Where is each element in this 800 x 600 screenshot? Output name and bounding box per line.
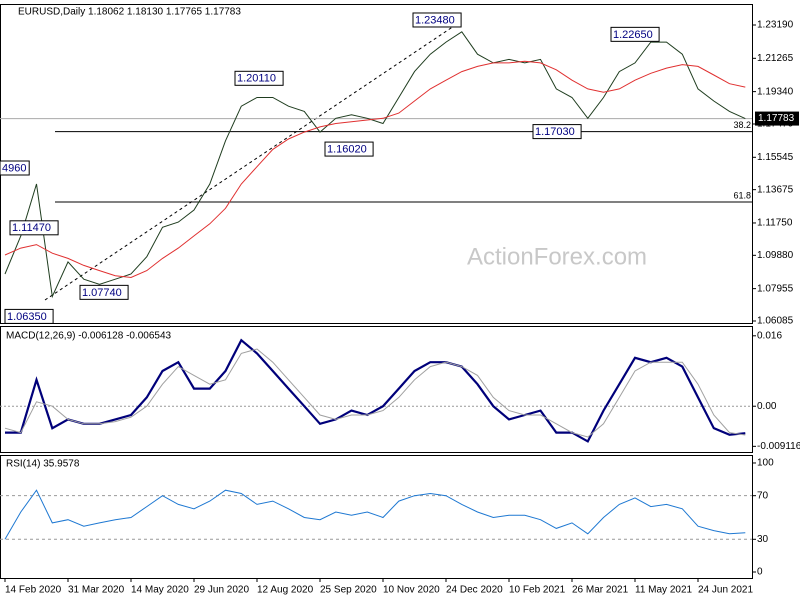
y-tick-label: -0.009116 — [757, 441, 800, 452]
chart-title: EURUSD,Daily 1.18062 1.18130 1.17765 1.1… — [18, 7, 241, 18]
x-tick-label: 14 Feb 2020 — [5, 585, 62, 596]
annotation-label: 1.17030 — [535, 126, 575, 138]
x-tick-label: 24 Jun 2021 — [698, 585, 753, 596]
series-line — [4, 31, 746, 299]
annotation-box — [532, 124, 582, 140]
trend-line — [44, 21, 461, 301]
y-tick-label: 0.00 — [757, 401, 777, 412]
annotation-label: 1.07740 — [82, 287, 122, 299]
x-tick-label: 31 Mar 2020 — [68, 585, 125, 596]
annotation-box — [234, 70, 284, 86]
macd-title: MACD(12,26,9) -0.006128 -0.006543 — [6, 331, 172, 342]
annotation-label: 1.06350 — [7, 311, 47, 323]
rsi-panel — [0, 455, 753, 579]
y-tick-label: 1.23190 — [757, 20, 794, 31]
series-line — [4, 348, 746, 438]
series-line — [4, 60, 746, 279]
last-price-box — [755, 111, 799, 126]
y-tick-label: 1.11750 — [757, 218, 793, 229]
y-tick-label: 1.19340 — [757, 86, 794, 97]
y-tick-label: 100 — [757, 458, 774, 469]
annotation-label: 1.22650 — [613, 29, 653, 41]
price-panel — [0, 4, 753, 324]
macd-panel — [0, 326, 753, 453]
rsi-title: RSI(14) 35.9578 — [6, 459, 80, 470]
y-tick-label: 1.06085 — [757, 316, 794, 327]
annotation-box — [79, 284, 129, 300]
annotation-label: 1.20110 — [237, 73, 276, 85]
annotation-label: 1.16020 — [327, 143, 367, 155]
y-tick-label: 70 — [757, 490, 769, 501]
annotation-box — [0, 160, 30, 176]
annotation-box — [4, 308, 54, 324]
x-tick-label: 10 Feb 2021 — [509, 585, 566, 596]
watermark: ActionForex.com — [467, 243, 647, 270]
x-tick-label: 11 May 2021 — [635, 585, 693, 596]
annotation-box — [324, 141, 374, 157]
y-tick-label: 0.016 — [757, 330, 782, 341]
annotation-label: 4960 — [2, 162, 26, 174]
series-line — [4, 489, 746, 540]
annotation-box — [412, 12, 462, 28]
x-tick-label: 25 Sep 2020 — [320, 585, 377, 596]
x-tick-label: 10 Nov 2020 — [383, 585, 440, 596]
last-price-label: 1.17783 — [758, 113, 795, 124]
y-tick-label: 1.13675 — [757, 184, 794, 195]
y-tick-label: 0 — [757, 567, 763, 578]
y-tick-label: 1.21265 — [757, 53, 794, 64]
annotation-label: 1.23480 — [415, 14, 455, 26]
annotation-label: 1.11470 — [12, 222, 51, 234]
y-tick-label: 1.07955 — [757, 283, 794, 294]
annotation-box — [610, 26, 660, 42]
x-tick-label: 12 Aug 2020 — [257, 585, 314, 596]
series-line — [5, 338, 746, 443]
fib-label: 38.2 — [733, 120, 751, 130]
y-tick-label: 30 — [757, 534, 769, 545]
y-tick-label: 1.09880 — [757, 250, 794, 261]
x-tick-label: 29 Jun 2020 — [194, 585, 249, 596]
fib-label: 61.8 — [733, 190, 751, 200]
x-tick-label: 26 Mar 2021 — [572, 585, 629, 596]
y-tick-label: 1.15545 — [757, 152, 794, 163]
x-tick-label: 24 Dec 2020 — [446, 585, 503, 596]
x-tick-label: 14 May 2020 — [131, 585, 189, 596]
annotation-box — [9, 220, 59, 236]
